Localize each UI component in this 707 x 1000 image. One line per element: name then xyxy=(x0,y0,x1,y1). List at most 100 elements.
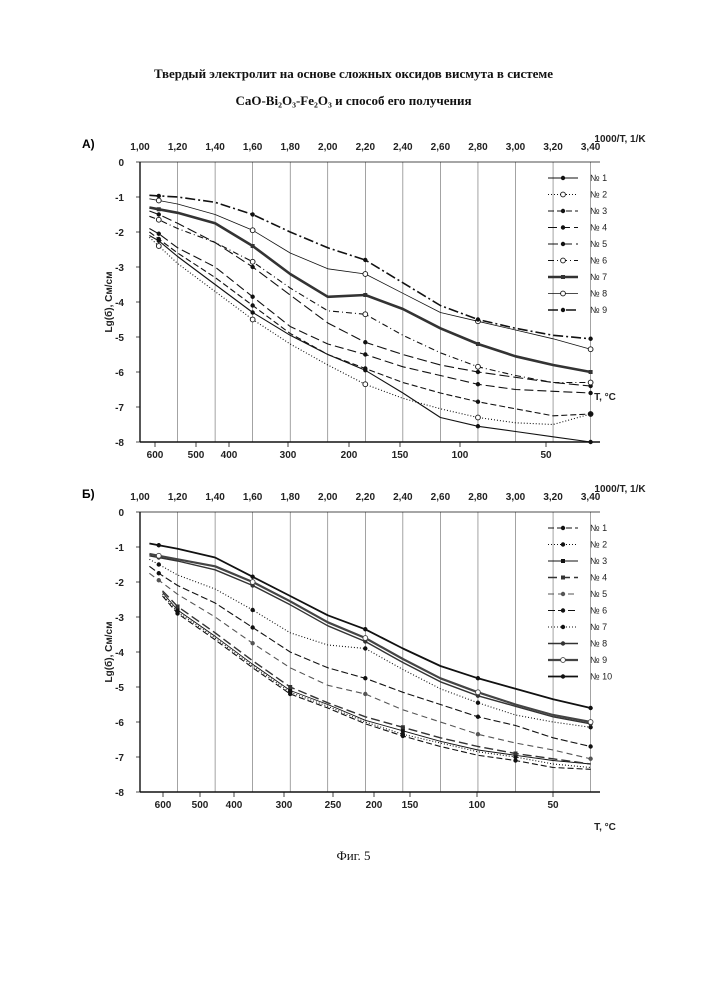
legend-marker xyxy=(561,576,565,580)
y-tick-label: 0 xyxy=(118,158,124,169)
t-tick-label: 300 xyxy=(276,800,293,811)
data-point xyxy=(588,347,593,352)
x-tick-label: 3,00 xyxy=(506,142,526,153)
data-point xyxy=(250,317,255,322)
legend-marker xyxy=(561,225,565,229)
data-point xyxy=(588,391,592,395)
data-point xyxy=(363,352,367,356)
x-tick-label: 1,60 xyxy=(243,142,263,153)
x-tick-label: 2,80 xyxy=(468,492,488,503)
data-point xyxy=(363,646,367,650)
t-axis-label: T, °C xyxy=(594,392,616,403)
t-tick-label: 50 xyxy=(547,800,559,811)
t-tick-label: 600 xyxy=(155,800,172,811)
series-line-7 xyxy=(149,559,590,727)
legend-label: № 3 xyxy=(590,206,607,216)
data-point xyxy=(250,580,255,585)
t-tick-label: 100 xyxy=(469,800,486,811)
y-tick-label: -1 xyxy=(115,193,124,204)
data-point xyxy=(401,729,405,733)
figure-caption: Фиг. 5 xyxy=(0,848,707,864)
legend-label: № 7 xyxy=(590,272,607,282)
data-point xyxy=(476,676,480,680)
data-point xyxy=(476,701,480,705)
x-tick-label: 3,20 xyxy=(543,142,563,153)
data-point xyxy=(157,212,161,216)
y-tick-label: -3 xyxy=(115,263,124,274)
data-point xyxy=(250,265,254,269)
legend-label: № 1 xyxy=(590,173,607,183)
legend-label: № 9 xyxy=(590,305,607,315)
series-line-1 xyxy=(149,236,590,443)
data-point xyxy=(476,370,480,374)
legend-marker xyxy=(561,308,565,312)
data-point xyxy=(156,553,161,558)
legend-marker xyxy=(561,542,565,546)
document-title-line-1: Твердый электролит на основе сложных окс… xyxy=(0,66,707,82)
x-axis-label: 1000/T, 1/K xyxy=(594,134,646,145)
series-line-6 xyxy=(149,566,590,746)
data-point xyxy=(588,720,593,725)
x-tick-label: 1,60 xyxy=(243,492,263,503)
legend-label: № 8 xyxy=(590,289,607,299)
data-point xyxy=(476,415,481,420)
data-point xyxy=(401,725,405,729)
legend-marker xyxy=(561,559,565,563)
data-point xyxy=(250,641,254,645)
panel-label: А) xyxy=(82,137,95,151)
data-point xyxy=(250,295,254,299)
t-tick-label: 150 xyxy=(392,450,409,461)
x-tick-label: 1,40 xyxy=(205,142,225,153)
x-tick-label: 2,20 xyxy=(356,492,376,503)
t-tick-label: 400 xyxy=(221,450,238,461)
data-point xyxy=(250,310,254,314)
legend-marker xyxy=(561,526,565,530)
data-point xyxy=(588,337,592,341)
data-point xyxy=(588,744,592,748)
data-point xyxy=(363,692,367,696)
y-tick-label: -5 xyxy=(115,333,124,344)
panel-label: Б) xyxy=(82,487,95,501)
x-tick-label: 1,20 xyxy=(168,142,188,153)
legend-marker xyxy=(561,176,565,180)
series-line-2 xyxy=(163,594,591,767)
data-point xyxy=(588,440,592,444)
series-line-5 xyxy=(149,573,590,759)
data-point xyxy=(176,605,180,609)
legend-label: № 4 xyxy=(590,573,607,583)
legend-marker xyxy=(561,592,565,596)
data-point xyxy=(363,627,367,631)
data-point xyxy=(514,752,518,756)
document-title-line-2: CaO-Bi₂O₃-Fe₂O₃ и способ его получения xyxy=(0,93,707,109)
t-tick-label: 400 xyxy=(226,800,243,811)
legend-label: № 10 xyxy=(590,672,612,682)
t-tick-label: 50 xyxy=(540,450,552,461)
data-point xyxy=(157,571,161,575)
legend-label: № 6 xyxy=(590,606,607,616)
y-tick-label: -8 xyxy=(115,438,124,449)
legend-label: № 3 xyxy=(590,556,607,566)
y-tick-label: -4 xyxy=(115,648,124,659)
t-tick-label: 300 xyxy=(280,450,297,461)
data-point xyxy=(476,342,480,346)
data-point xyxy=(588,412,592,416)
data-point xyxy=(476,382,480,386)
t-tick-label: 100 xyxy=(452,450,469,461)
series-line-3 xyxy=(149,232,590,416)
data-point xyxy=(156,198,161,203)
y-tick-label: -2 xyxy=(115,578,124,589)
y-tick-label: 0 xyxy=(118,508,124,519)
data-point xyxy=(250,259,255,264)
y-tick-label: -3 xyxy=(115,613,124,624)
data-point xyxy=(157,194,161,198)
t-tick-label: 250 xyxy=(325,800,342,811)
data-point xyxy=(156,217,161,222)
chart-panel-a: А)1,001,201,401,601,802,002,202,402,602,… xyxy=(0,130,707,475)
data-point xyxy=(250,228,255,233)
legend-label: № 8 xyxy=(590,639,607,649)
series-line-10 xyxy=(149,544,590,709)
legend-label: № 6 xyxy=(590,256,607,266)
series-line-5 xyxy=(149,211,590,386)
y-tick-label: -6 xyxy=(115,718,124,729)
x-tick-label: 2,00 xyxy=(318,492,338,503)
